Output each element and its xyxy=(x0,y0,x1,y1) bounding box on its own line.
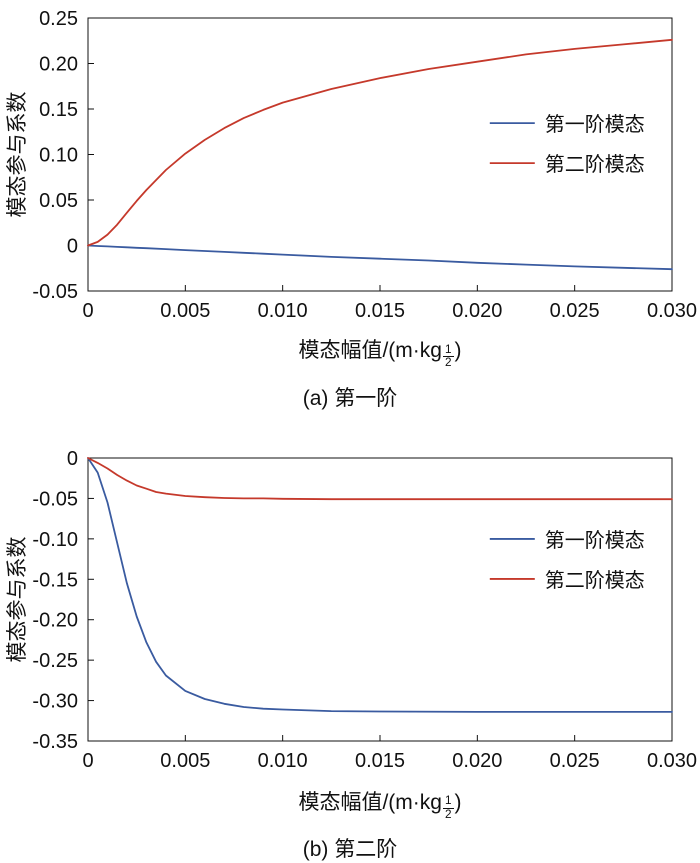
subfigure-b-caption: (b) 第二阶 xyxy=(302,838,398,862)
legend-label-0: 第一阶模态 xyxy=(545,113,645,136)
x-tick-label: 0.020 xyxy=(452,750,502,772)
subfigure-b: 0 0.005 0.010 0.015 0.020 0.025 0.030 -0.35 -0.3… xyxy=(0,448,700,863)
y-tick-label: -0.30 xyxy=(32,690,78,712)
series-line-0 xyxy=(87,244,673,271)
y-axis-label: 模态参与系数 xyxy=(6,536,29,662)
x-tick-label: 0.030 xyxy=(647,750,697,772)
x-tick-label: 0.020 xyxy=(452,300,502,322)
y-tick-label: 0.20 xyxy=(39,54,78,76)
series-line-1 xyxy=(87,456,673,500)
y-axis-label: 模态参与系数 xyxy=(6,92,29,218)
y-tick-label: -0.05 xyxy=(32,488,78,510)
x-axis-label-suffix: ) xyxy=(454,790,462,814)
x-axis-label-prefix: 模态幅值/(m·kg xyxy=(298,339,442,362)
x-axis-label-prefix: 模态幅值/(m·kg xyxy=(298,790,442,814)
y-tick-label: 0 xyxy=(67,236,78,258)
y-tick-label: -0.20 xyxy=(32,609,78,631)
y-tick-label: -0.15 xyxy=(32,569,78,591)
y-tick-label: 0.10 xyxy=(39,145,78,167)
chart-b-x-axis-label: 模态幅值/(m·kg 1 2) xyxy=(88,790,672,822)
chart-a-plot: 0 0.005 0.010 0.015 0.020 0.025 0.030-0.0500.0… xyxy=(6,8,697,322)
series-line-1 xyxy=(87,38,673,247)
chart-a-x-axis-label: 模态幅值/(m·kg 1 2) xyxy=(88,338,672,370)
subfigure-a-caption: (a) 第一阶 xyxy=(302,386,398,410)
x-tick-label: 0.010 xyxy=(258,300,308,322)
y-tick-label: -0.05 xyxy=(32,281,78,303)
y-tick-label: -0.35 xyxy=(32,731,78,753)
y-tick-label: 0.25 xyxy=(39,8,78,30)
x-tick-label: 0.025 xyxy=(550,750,600,772)
y-tick-label: -0.10 xyxy=(32,528,78,550)
x-tick-label: 0.005 xyxy=(160,750,210,772)
x-axis-label-suffix: ) xyxy=(454,339,462,362)
x-tick-label: 0 xyxy=(82,300,93,322)
legend-label-1: 第二阶模态 xyxy=(545,569,645,592)
subfigure-a: 0 0.005 0.010 0.015 0.020 0.025 0.030 -0.05 0 0.0… xyxy=(0,6,700,412)
y-tick-label: 0.05 xyxy=(39,190,78,212)
x-tick-label: 0 xyxy=(82,750,93,772)
y-tick-label: -0.25 xyxy=(32,650,78,672)
plot-border xyxy=(87,457,673,742)
y-tick-label: 0.15 xyxy=(39,99,78,121)
x-tick-label: 0.015 xyxy=(355,750,405,772)
x-tick-label: 0.030 xyxy=(647,300,697,322)
legend-label-1: 第二阶模态 xyxy=(545,153,645,176)
legend-label-0: 第一阶模态 xyxy=(545,529,645,552)
x-tick-label: 0.005 xyxy=(160,300,210,322)
x-tick-label: 0.010 xyxy=(258,750,308,772)
series-line-0 xyxy=(87,456,673,713)
chart-b-plot: 0 0.005 0.010 0.015 0.020 0.025 0.030 -0.35 -0.3… xyxy=(6,448,697,772)
x-tick-label: 0.015 xyxy=(355,300,405,322)
x-tick-label: 0.025 xyxy=(550,300,600,322)
y-tick-label: 0 xyxy=(67,448,78,470)
